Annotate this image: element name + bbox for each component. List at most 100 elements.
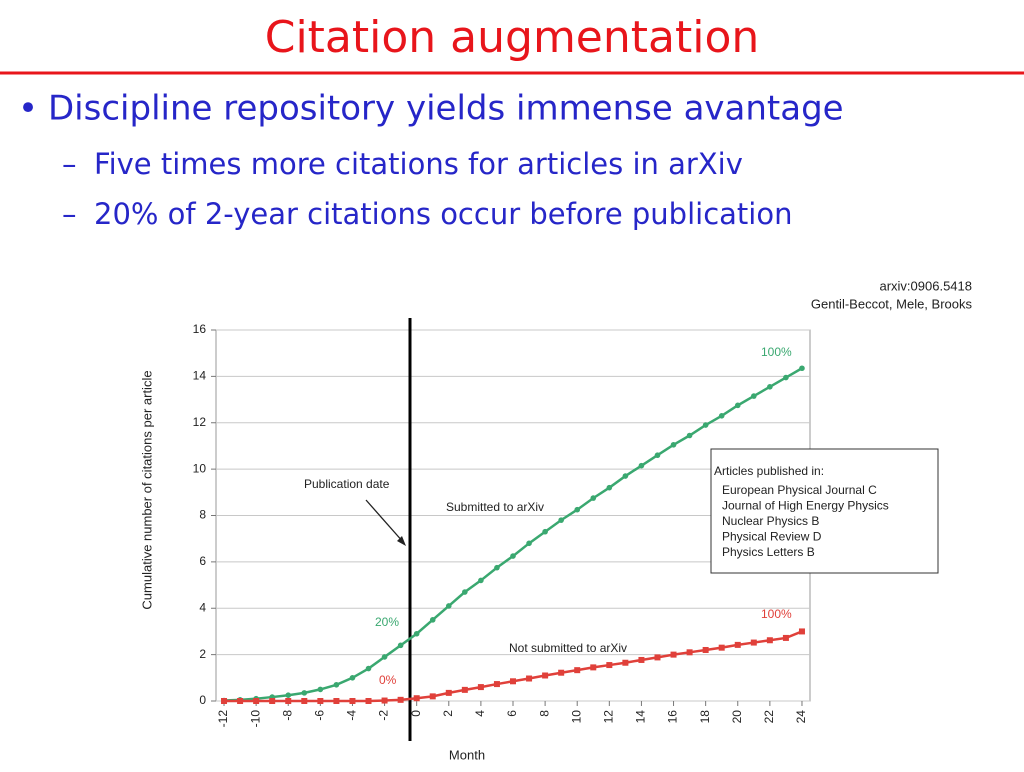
annotation: 100% <box>761 345 792 359</box>
point <box>670 651 677 658</box>
series-label: Not submitted to arXiv <box>509 641 627 655</box>
point <box>445 689 452 696</box>
point <box>767 384 773 390</box>
point <box>718 412 725 419</box>
y-tick-label: 14 <box>193 369 207 383</box>
legend-item: European Physical Journal C <box>722 483 877 497</box>
x-tick-label: 6 <box>505 710 519 717</box>
point <box>702 422 709 428</box>
x-tick-label: 22 <box>762 710 776 724</box>
arrow-head <box>397 536 406 546</box>
x-tick-label: -6 <box>313 710 327 721</box>
point <box>798 628 805 635</box>
y-tick-label: 10 <box>193 461 207 475</box>
annotation: 20% <box>375 615 399 629</box>
point <box>782 634 789 641</box>
point <box>285 692 292 699</box>
point <box>510 553 516 559</box>
x-tick-label: 18 <box>698 710 712 724</box>
legend-item: Nuclear Physics B <box>722 514 819 528</box>
point <box>237 698 244 704</box>
sub-bullet: 20% of 2-year citations occur before pub… <box>94 197 792 231</box>
point <box>654 654 661 661</box>
point <box>461 686 468 693</box>
point <box>413 630 420 637</box>
x-tick-label: 0 <box>409 710 423 717</box>
point <box>766 637 773 644</box>
x-axis-label: Month <box>449 747 485 762</box>
point <box>397 696 404 703</box>
y-tick-label: 4 <box>199 600 206 614</box>
point <box>622 473 629 479</box>
y-tick-label: 8 <box>199 508 206 522</box>
annotation: 0% <box>379 673 397 687</box>
point <box>397 642 404 649</box>
point <box>590 664 597 671</box>
point <box>301 690 308 696</box>
point <box>751 393 757 399</box>
point <box>622 659 629 666</box>
source: arxiv:0906.5418 <box>879 278 972 293</box>
point <box>317 686 324 693</box>
point <box>381 697 388 704</box>
point <box>734 402 741 409</box>
point <box>381 654 388 660</box>
point <box>493 681 500 688</box>
legend-title: Articles published in: <box>714 464 824 478</box>
point <box>750 639 757 646</box>
point <box>734 641 741 648</box>
point <box>702 646 709 653</box>
point <box>478 577 484 584</box>
point <box>253 698 260 704</box>
point <box>654 452 661 459</box>
point <box>349 698 356 704</box>
point <box>558 517 564 523</box>
point <box>317 698 324 704</box>
x-tick-label: 4 <box>473 710 487 717</box>
point <box>542 528 548 535</box>
point <box>429 693 436 700</box>
x-tick-label: 14 <box>634 710 648 724</box>
dash: – <box>62 197 77 231</box>
point <box>606 484 613 491</box>
annotation: 100% <box>761 607 792 621</box>
x-tick-label: -2 <box>377 710 391 721</box>
point <box>558 669 565 676</box>
point <box>526 675 533 682</box>
point <box>542 672 549 679</box>
x-tick-label: -8 <box>280 710 294 721</box>
bullet: Discipline repository yields immense ava… <box>48 89 844 129</box>
legend-box <box>710 448 939 574</box>
point <box>638 656 645 663</box>
x-tick-label: 12 <box>601 710 615 724</box>
point <box>269 698 276 704</box>
x-tick-label: -10 <box>248 710 262 728</box>
dash: – <box>62 147 77 181</box>
point <box>477 684 484 691</box>
point <box>718 644 725 651</box>
annotation: Publication date <box>304 477 390 491</box>
legend-item: Journal of High Energy Physics <box>722 499 889 513</box>
arrow <box>365 499 405 544</box>
x-tick-label: 16 <box>666 710 680 724</box>
y-tick-label: 12 <box>193 415 207 429</box>
point <box>670 441 677 448</box>
point <box>445 603 452 609</box>
point <box>429 617 436 623</box>
x-tick-label: -12 <box>216 710 230 728</box>
point <box>783 374 789 381</box>
point <box>494 564 500 571</box>
point <box>413 695 420 702</box>
point <box>510 678 516 685</box>
y-tick-label: 0 <box>199 693 206 707</box>
legend-item: Physics Letters B <box>722 545 815 559</box>
point <box>301 698 308 704</box>
point <box>799 365 805 372</box>
bullet-dot: • <box>18 89 38 129</box>
point <box>574 506 581 513</box>
point <box>333 698 340 704</box>
x-tick-label: 8 <box>537 710 551 717</box>
x-tick-label: -4 <box>345 710 359 721</box>
legend-items: European Physical Journal C Journal of Hi… <box>722 483 889 559</box>
